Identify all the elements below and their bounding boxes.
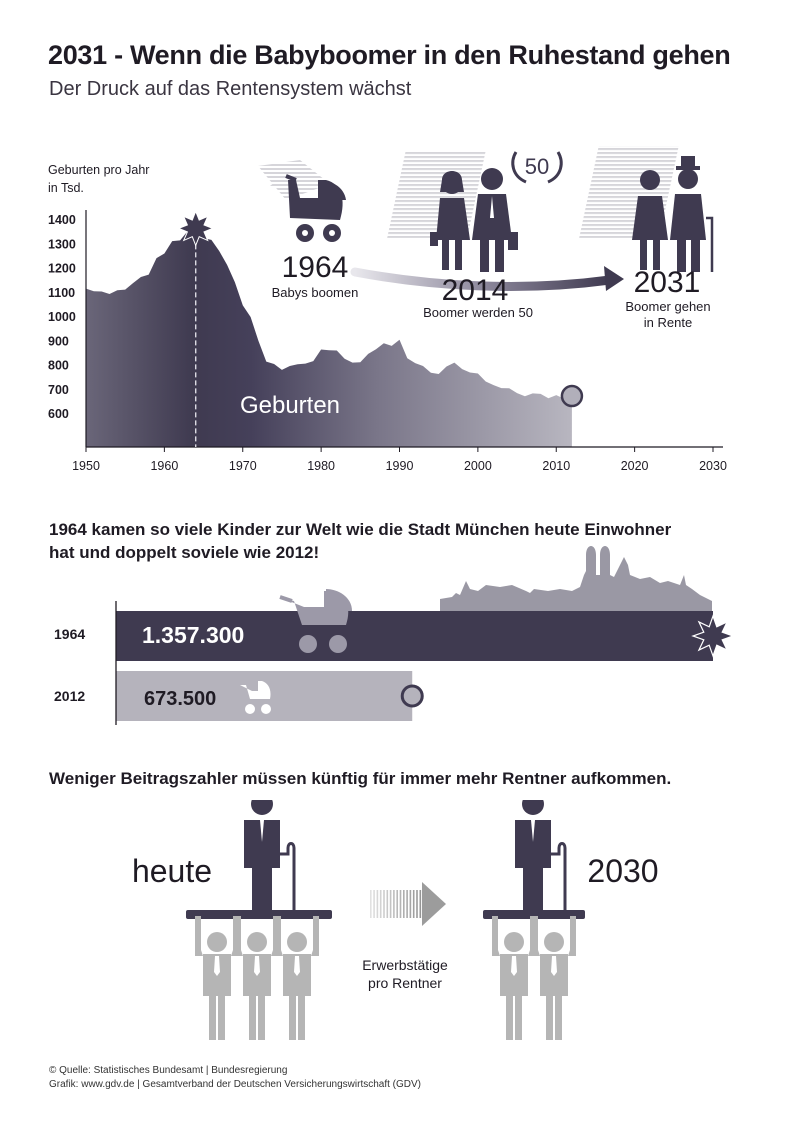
label-2030: 2030 [587,853,658,889]
y-tick-label: 1200 [48,262,76,276]
arrow-stripe [386,890,389,918]
middle-label-line2: pro Rentner [368,975,442,991]
x-tick-label: 1970 [229,459,257,473]
page-subtitle: Der Druck auf das Rentensystem wächst [49,78,412,100]
retiree-icon-2030 [513,800,567,912]
bar-2012-end-marker [400,684,424,708]
x-tick-label: 1980 [307,459,335,473]
footer-source: © Quelle: Statistisches Bundesamt | Bund… [49,1065,288,1076]
bar-star-icon [691,614,735,658]
workers-heute-group [195,916,319,1040]
x-tick-label: 1960 [150,459,178,473]
arrow-stripe [409,890,412,918]
y-tick-label: 1100 [48,286,75,300]
label-heute: heute [132,853,212,889]
category-label-1964: 1964 [54,626,85,642]
x-tick-labels: 1950 1960 1970 1980 1990 2000 2010 2020 2030 [72,447,727,473]
x-tick-label: 2030 [699,459,727,473]
arrow-stripe [389,890,392,918]
event-caption-1964: Babys boomen [272,285,359,300]
timeline-arrow [350,267,615,291]
worker-icon [195,916,239,1040]
arrow-stripe [393,890,395,918]
arrow-stripe [412,890,415,918]
x-tick-label: 2010 [542,459,570,473]
arrow-stripe [370,890,372,918]
event-caption-2014: Boomer werden 50 [423,305,533,320]
births-area [86,230,572,447]
event-caption-2031-line2: in Rente [644,315,692,330]
x-tick-label: 2020 [621,459,649,473]
y-tick-label: 600 [48,407,69,421]
bar-1964 [116,611,713,661]
worker-icon [492,916,536,1040]
end-point-marker [560,384,584,408]
stroller-icon [258,160,346,242]
munich-skyline-icon [440,546,712,611]
arrow-stripe [406,890,408,918]
middle-arrow-icon [370,882,446,926]
laurel-50-badge-icon: 50 [511,151,563,184]
timeline-arrowhead-icon [604,266,624,291]
stroller-icon-1964 [279,589,352,653]
arrow-stripe [416,890,418,918]
worker-ratio-graphic: heute 2030 Erwerbstätige pro Rentner [132,800,659,1040]
platform-2030 [483,910,585,919]
y-tick-labels: 600 700 800 900 1000 1100 1200 1300 1400 [48,213,76,421]
arrow-stripe [399,890,402,918]
y-tick-label: 900 [48,334,69,348]
stroller-icon-2012 [240,681,271,714]
badge-50: 50 [525,154,549,179]
platform-heute [186,910,332,919]
y-tick-label: 700 [48,383,69,397]
x-tick-label: 1990 [386,459,414,473]
workers-2030-group [492,916,576,1040]
x-tick-label: 2000 [464,459,492,473]
arrow-stripe [383,890,385,918]
y-axis-label-line2: in Tsd. [48,181,84,195]
y-tick-label: 800 [48,359,69,373]
middle-label-line1: Erwerbstätige [362,957,448,973]
event-year-2014: 2014 [442,274,509,307]
event-year-2031: 2031 [634,266,701,299]
arrow-stripe [376,890,379,918]
value-label-1964: 1.357.300 [142,622,244,648]
category-label-2012: 2012 [54,688,85,704]
arrow-stripe [379,890,382,918]
senior-couple-icon [579,146,714,272]
y-tick-label: 1400 [48,213,76,227]
arrow-stripe [373,890,375,918]
footer-credit: Grafik: www.gdv.de | Gesamtverband der D… [49,1079,422,1090]
arrow-stripe [419,890,422,918]
peak-star-icon [177,210,215,247]
page-title: 2031 - Wenn die Babyboomer in den Ruhest… [48,40,731,70]
worker-icon [235,916,279,1040]
y-axis-label-line1: Geburten pro Jahr [48,163,149,177]
event-year-1964: 1964 [282,251,349,284]
births-bar-chart: 1964 2012 1.357.300 673.500 [54,546,735,725]
worker-icon [532,916,576,1040]
y-tick-label: 1000 [48,310,76,324]
births-area-chart: Geburten pro Jahr in Tsd. 600 700 800 900 10… [48,146,727,473]
event-caption-2031-line1: Boomer gehen [625,299,710,314]
value-label-2012: 673.500 [144,688,216,710]
adult-couple-icon [387,152,518,272]
retiree-icon-heute [242,800,296,912]
worker-icon [275,916,319,1040]
series-label: Geburten [240,392,340,419]
arrow-stripe [396,890,398,918]
arrow-stripe [403,890,405,918]
births-comparison-heading: 1964 kamen so viele Kinder zur Welt wie … [49,520,672,562]
ratio-heading: Weniger Beitragszahler müssen künftig fü… [49,769,672,788]
x-tick-label: 1950 [72,459,100,473]
y-tick-label: 1300 [48,237,76,251]
